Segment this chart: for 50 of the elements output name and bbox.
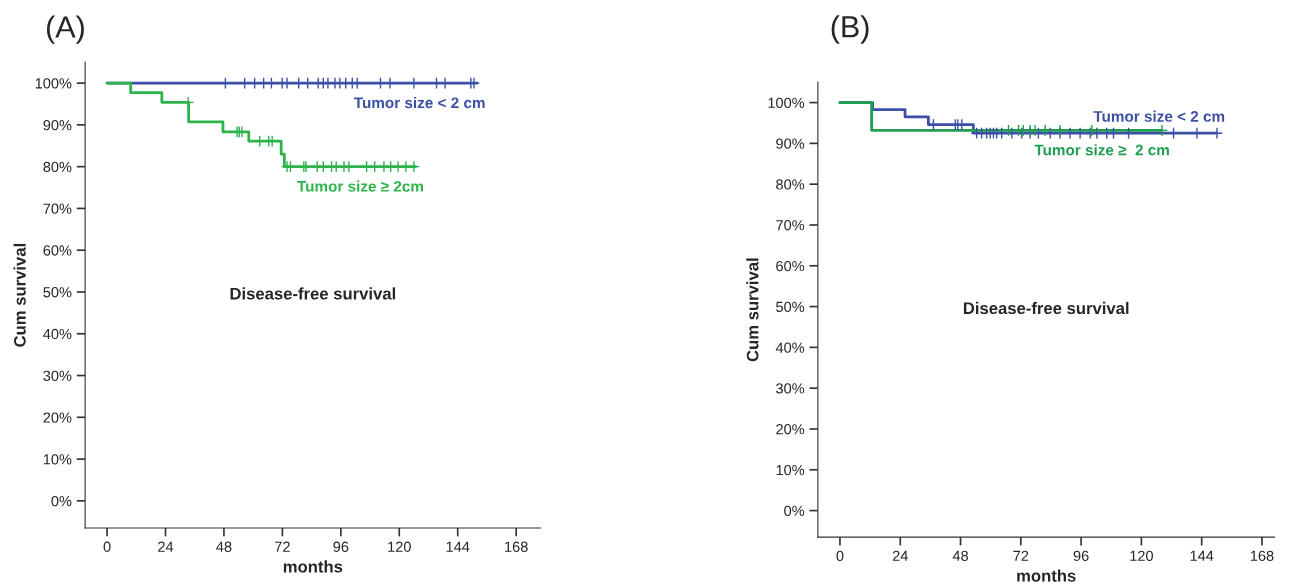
- series-label: Tumor size < 2 cm: [353, 97, 485, 109]
- y-tick-label: 60%: [43, 245, 72, 256]
- y-tick-label: 10%: [776, 464, 805, 476]
- y-tick-label: 80%: [776, 179, 805, 190]
- series-label: Tumor size ≥ 2 cm: [1034, 144, 1169, 156]
- y-tick-label: 100%: [35, 78, 72, 89]
- x-tick-label: 24: [892, 550, 908, 561]
- x-tick-label: 72: [1013, 550, 1029, 561]
- y-tick-label: 30%: [776, 383, 805, 394]
- y-tick-label: 10%: [43, 454, 72, 465]
- y-tick-label: 30%: [43, 370, 72, 381]
- x-tick-label: 168: [1250, 550, 1274, 562]
- x-tick-label: 168: [505, 541, 528, 552]
- y-tick-label: 20%: [43, 412, 72, 423]
- y-tick-label: 60%: [776, 260, 805, 272]
- x-axis-title: months: [1017, 569, 1076, 582]
- y-tick-label: 50%: [43, 287, 72, 298]
- y-axis-title: Cum survival: [746, 258, 759, 362]
- x-tick-label: 120: [388, 541, 411, 552]
- chart-title: (A): [46, 15, 84, 44]
- x-tick-label: 24: [158, 541, 174, 552]
- series-label: Tumor size < 2 cm: [1093, 110, 1225, 122]
- x-axis-title: months: [283, 560, 343, 573]
- annotation: Disease-free survival: [963, 301, 1129, 315]
- x-tick-label: 144: [446, 541, 470, 552]
- y-tick-label: 90%: [43, 119, 72, 131]
- x-tick-label: 96: [333, 541, 349, 552]
- x-tick-label: 0: [836, 550, 844, 562]
- y-tick-label: 100%: [768, 97, 805, 109]
- y-tick-label: 40%: [775, 342, 805, 353]
- y-tick-label: 50%: [776, 301, 805, 313]
- y-axis-title: Cum survival: [13, 243, 26, 347]
- series-label: Tumor size ≥ 2cm: [297, 180, 423, 192]
- y-tick-label: 80%: [43, 161, 72, 173]
- y-tick-label: 70%: [776, 220, 805, 231]
- y-tick-label: 70%: [43, 203, 72, 214]
- chart-title: (B): [831, 15, 869, 44]
- x-tick-label: 144: [1190, 550, 1214, 561]
- x-tick-label: 48: [952, 550, 969, 562]
- y-tick-label: 40%: [43, 328, 72, 340]
- x-tick-label: 72: [275, 541, 290, 552]
- annotation: Disease-free survival: [230, 287, 396, 300]
- x-tick-label: 96: [1073, 550, 1089, 562]
- y-tick-label: 0%: [784, 505, 805, 517]
- y-tick-label: 20%: [776, 424, 805, 435]
- x-tick-label: 0: [103, 541, 111, 552]
- x-tick-label: 120: [1130, 550, 1153, 562]
- y-tick-label: 0%: [51, 495, 72, 507]
- y-tick-label: 90%: [776, 138, 805, 149]
- x-tick-label: 48: [216, 541, 232, 552]
